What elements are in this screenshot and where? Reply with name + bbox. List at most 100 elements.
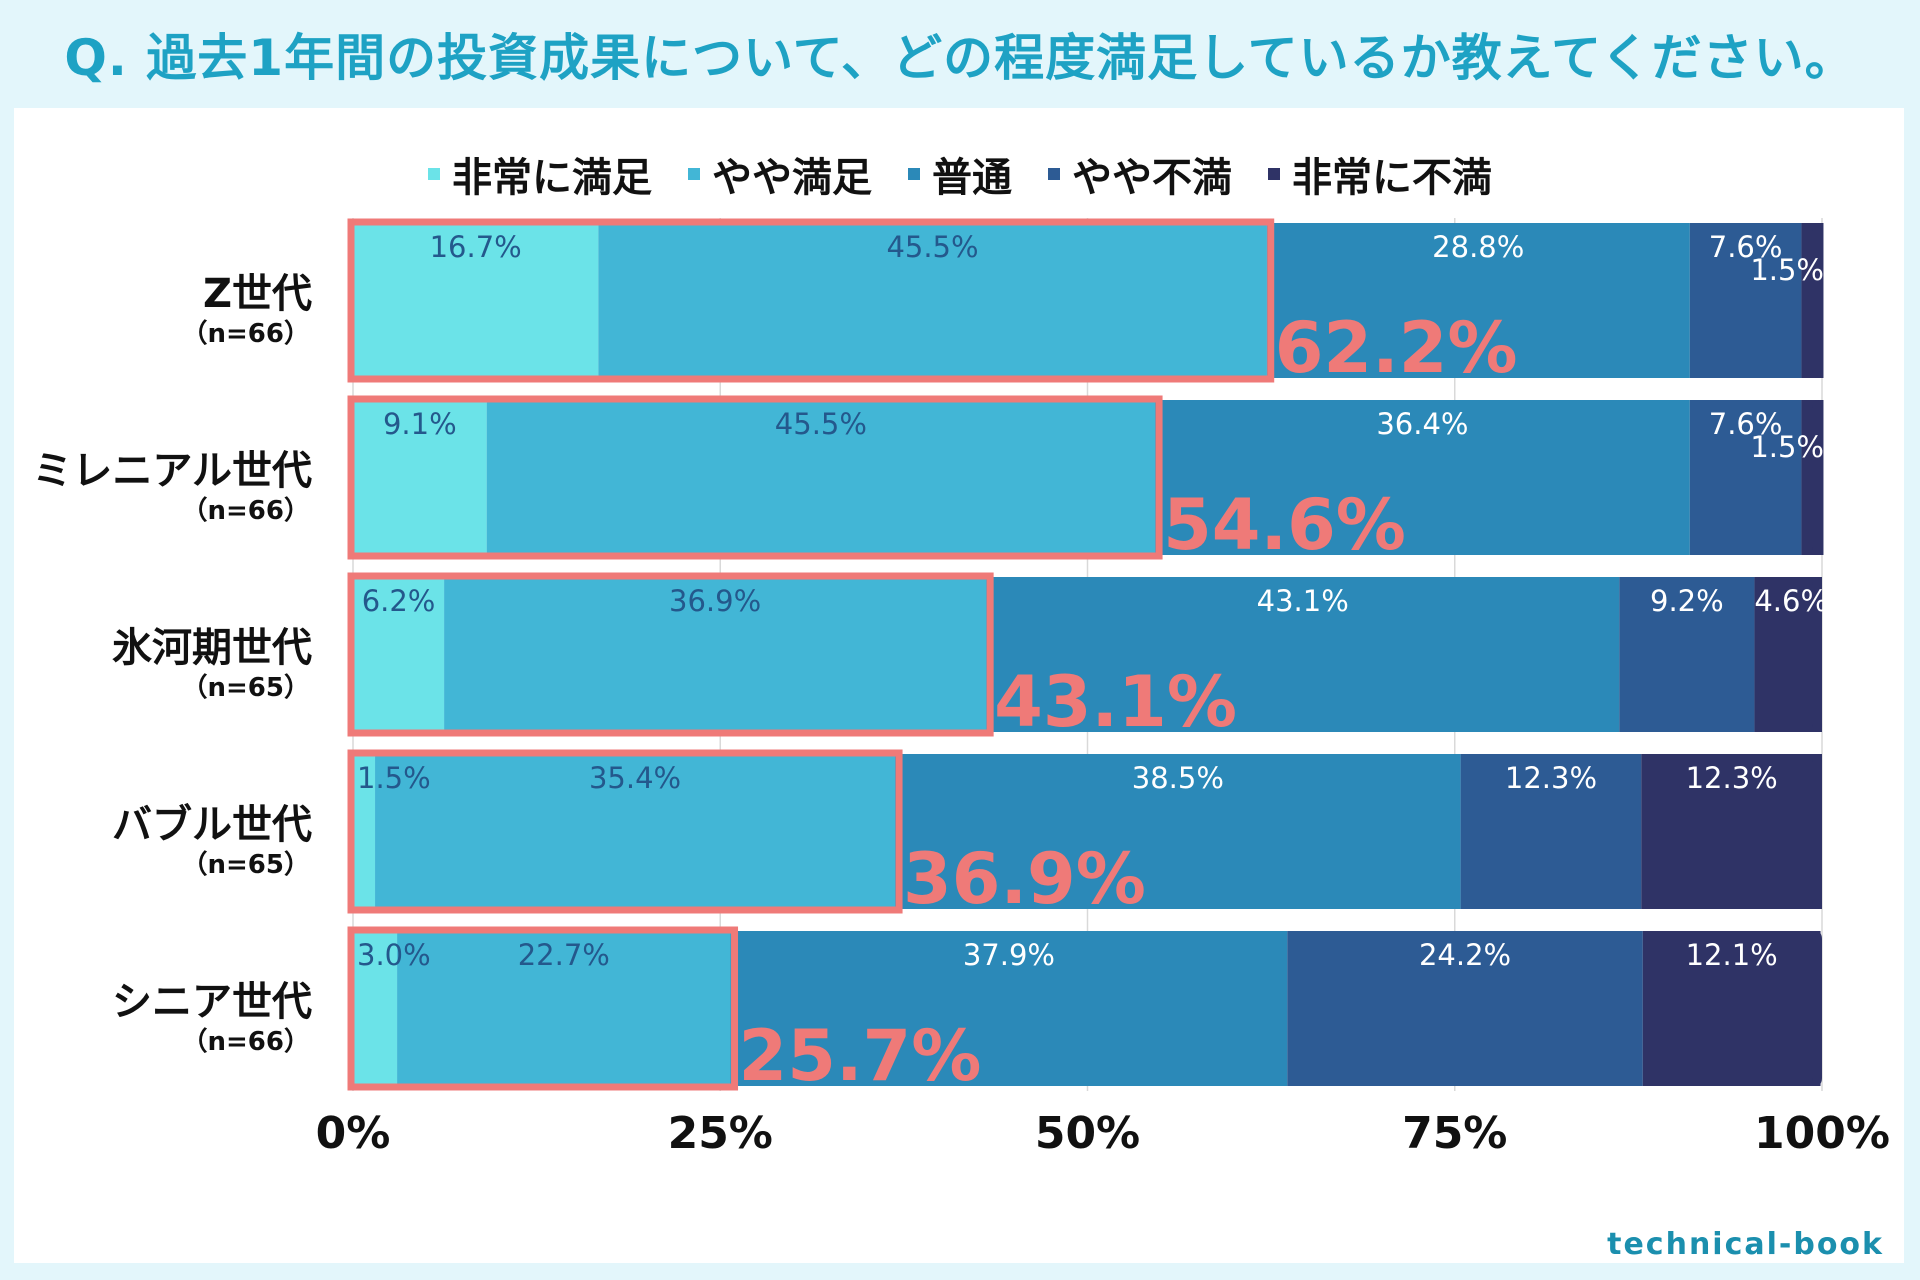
category-name: Z世代: [202, 271, 312, 317]
bar-end-cap: [1812, 577, 1822, 732]
data-label: 12.3%: [1505, 761, 1597, 795]
data-label: 7.6%: [1709, 407, 1783, 441]
bar-end-cap: [1812, 400, 1822, 555]
data-label: 7.6%: [1709, 230, 1783, 264]
data-label: 45.5%: [775, 407, 867, 441]
highlight-total-label: 62.2%: [1275, 307, 1518, 389]
sample-size: （n=65）: [181, 850, 310, 880]
bar-segment: [1689, 223, 1802, 378]
data-label: 1.5%: [357, 761, 431, 795]
bar-segment: [1460, 754, 1642, 909]
highlight-box: [347, 749, 903, 914]
legend-label: 普通: [932, 155, 1012, 201]
highlight-box: [347, 395, 1163, 560]
data-label: 16.7%: [430, 230, 522, 264]
bar-segment: [598, 223, 1267, 378]
legend-item-very-satisfied: 非常に満足: [428, 145, 652, 203]
sample-size: （n=66）: [181, 319, 310, 349]
row-label-ice-age: 氷河期世代 （n=65）: [0, 624, 312, 704]
data-label: 38.5%: [1132, 761, 1224, 795]
data-label: 6.2%: [362, 584, 436, 618]
legend-item-somewhat-satisfied: やや満足: [688, 145, 872, 203]
bar-segment: [1642, 931, 1821, 1086]
highlight-box: [347, 218, 1275, 383]
bar-segment: [444, 577, 987, 732]
legend-label: やや不満: [1072, 155, 1232, 201]
row-label-millennial: ミレニアル世代 （n=66）: [0, 447, 312, 527]
data-label: 37.9%: [963, 938, 1055, 972]
row-label-bubble: バブル世代 （n=65）: [0, 801, 312, 881]
legend-swatch: [688, 168, 700, 180]
x-tick-label: 0%: [316, 1108, 391, 1159]
highlight-box: [347, 926, 739, 1091]
highlight-total-label: 36.9%: [903, 838, 1146, 920]
data-label: 3.0%: [357, 938, 431, 972]
bar-end-cap: [1812, 754, 1822, 909]
data-label: 1.5%: [1750, 253, 1824, 287]
legend-label: やや満足: [712, 155, 872, 201]
bar-segment: [895, 754, 1461, 909]
row-label-gen-z: Z世代 （n=66）: [0, 270, 312, 350]
category-name: バブル世代: [112, 802, 312, 848]
data-label: 28.8%: [1432, 230, 1524, 264]
data-label: 43.1%: [1257, 584, 1349, 618]
data-label: 45.5%: [886, 230, 978, 264]
data-label: 12.1%: [1686, 938, 1778, 972]
bar-segment: [1619, 577, 1755, 732]
category-name: シニア世代: [112, 979, 312, 1025]
bar-segment: [1641, 754, 1822, 909]
bar-segment: [353, 754, 376, 909]
data-label: 9.1%: [383, 407, 457, 441]
page-title: Q. 過去1年間の投資成果について、どの程度満足しているか教えてください。: [64, 29, 1856, 87]
sample-size: （n=65）: [181, 673, 310, 703]
bar-segment: [353, 400, 487, 555]
data-label: 1.5%: [1750, 430, 1824, 464]
legend: 非常に満足 やや満足 普通 やや不満 非常に不満: [0, 145, 1920, 203]
x-tick-label: 50%: [1035, 1108, 1140, 1159]
legend-swatch: [1268, 168, 1280, 180]
highlight-total-label: 54.6%: [1163, 484, 1406, 566]
legend-item-very-dissatisfied: 非常に不満: [1268, 145, 1492, 203]
legend-label: 非常に満足: [452, 155, 652, 201]
highlight-total-label: 43.1%: [994, 661, 1237, 743]
category-name: 氷河期世代: [112, 625, 312, 671]
category-name: ミレニアル世代: [32, 448, 312, 494]
bar-segment: [486, 400, 1156, 555]
x-tick-label: 75%: [1402, 1108, 1507, 1159]
bar-segment: [353, 577, 445, 732]
bar-segment: [1689, 400, 1802, 555]
legend-item-neutral: 普通: [908, 145, 1012, 203]
legend-swatch: [1048, 168, 1060, 180]
legend-label: 非常に不満: [1292, 155, 1492, 201]
bar-segment: [986, 577, 1620, 732]
bar-segment: [397, 931, 731, 1086]
sample-size: （n=66）: [181, 1027, 310, 1057]
bar-segment: [353, 931, 398, 1086]
data-label: 35.4%: [589, 761, 681, 795]
data-label: 36.4%: [1376, 407, 1468, 441]
row-label-senior: シニア世代 （n=66）: [0, 978, 312, 1058]
data-label: 36.9%: [669, 584, 761, 618]
legend-swatch: [908, 168, 920, 180]
bar-segment: [1754, 577, 1822, 732]
bar-segment: [353, 223, 599, 378]
data-label: 22.7%: [518, 938, 610, 972]
x-tick-label: 100%: [1754, 1108, 1890, 1159]
bar-end-cap: [1812, 931, 1822, 1086]
data-label: 9.2%: [1650, 584, 1724, 618]
x-tick-label: 25%: [668, 1108, 773, 1159]
bar-end-cap: [1812, 223, 1822, 378]
data-label: 4.6%: [1754, 584, 1828, 618]
sample-size: （n=66）: [181, 496, 310, 526]
bar-segment: [730, 931, 1288, 1086]
highlight-total-label: 25.7%: [739, 1015, 982, 1097]
bar-segment: [1287, 931, 1643, 1086]
data-label: 24.2%: [1419, 938, 1511, 972]
legend-item-somewhat-dissatisfied: やや不満: [1048, 145, 1232, 203]
legend-swatch: [428, 168, 440, 180]
bar-segment: [1155, 400, 1690, 555]
highlight-box: [347, 572, 994, 737]
bar-segment: [1266, 223, 1690, 378]
data-label: 12.3%: [1686, 761, 1778, 795]
